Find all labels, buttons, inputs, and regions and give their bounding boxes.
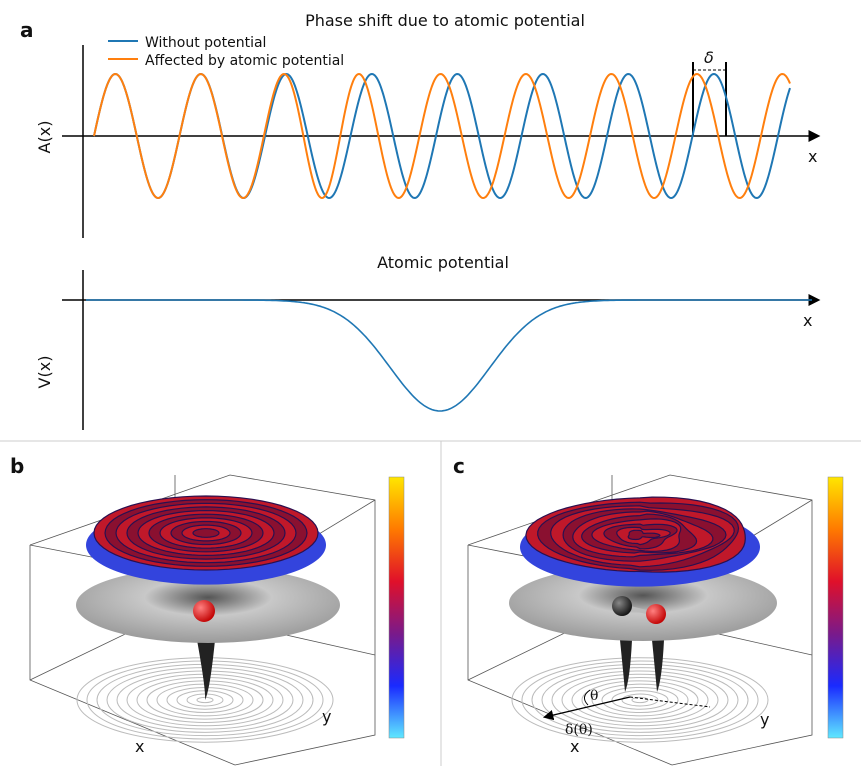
panel-label: c bbox=[453, 454, 465, 478]
panel-a: a Phase shift due to atomic potential Wi… bbox=[20, 11, 818, 238]
angle-label: θ bbox=[590, 688, 598, 704]
shift-label: δ(θ) bbox=[565, 722, 593, 738]
y-label: y bbox=[760, 710, 769, 729]
funnel bbox=[652, 640, 664, 692]
contour bbox=[512, 658, 768, 742]
x-label: x bbox=[570, 737, 579, 756]
panel-v: Atomic potential x V(x) bbox=[35, 253, 818, 430]
x-label: x bbox=[808, 147, 817, 166]
panel-b: b x y bbox=[10, 454, 404, 765]
contour bbox=[582, 681, 698, 719]
contour bbox=[592, 684, 688, 716]
atom bbox=[646, 604, 666, 624]
potential-curve bbox=[86, 300, 812, 411]
colorbar bbox=[389, 477, 404, 738]
y-label: A(x) bbox=[35, 121, 54, 154]
atom bbox=[612, 596, 632, 616]
panel-title: Atomic potential bbox=[377, 253, 509, 272]
y-label: V(x) bbox=[35, 356, 54, 389]
wave-ridge bbox=[193, 529, 219, 538]
panel-label: b bbox=[10, 454, 24, 478]
x-label: x bbox=[803, 311, 812, 330]
panel-title: Phase shift due to atomic potential bbox=[305, 11, 585, 30]
panel-label: a bbox=[20, 18, 34, 42]
legend-entry: Without potential bbox=[145, 35, 266, 51]
figure: a Phase shift due to atomic potential Wi… bbox=[0, 0, 861, 766]
contour bbox=[522, 661, 758, 739]
panel-c: c θ δ(θ) x y bbox=[453, 454, 843, 765]
contour bbox=[562, 674, 718, 725]
contours bbox=[512, 658, 768, 742]
shift-label: δ bbox=[704, 48, 714, 67]
x-label: x bbox=[135, 737, 144, 756]
legend-entry: Affected by atomic potential bbox=[145, 53, 344, 69]
wave-surface bbox=[520, 497, 760, 586]
atom bbox=[193, 600, 215, 622]
contour bbox=[552, 671, 728, 729]
colorbar bbox=[828, 477, 843, 738]
contour bbox=[612, 691, 668, 709]
wave-surface bbox=[86, 496, 326, 585]
y-label: y bbox=[322, 707, 331, 726]
